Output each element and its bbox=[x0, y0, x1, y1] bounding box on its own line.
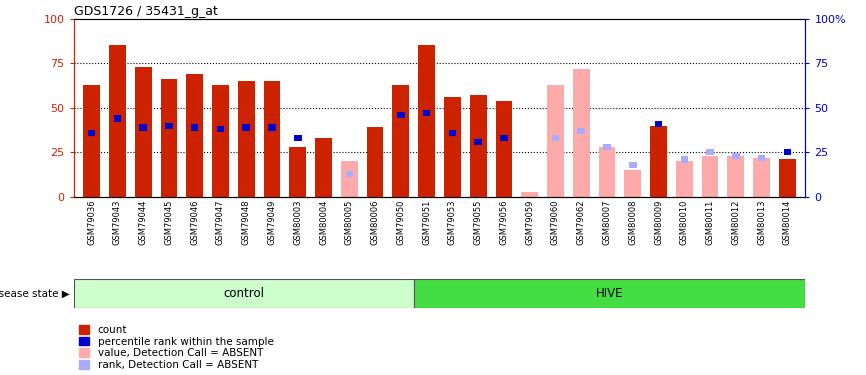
Bar bbox=[501, 135, 507, 141]
Text: GSM80006: GSM80006 bbox=[371, 200, 379, 245]
Text: GSM79062: GSM79062 bbox=[577, 200, 585, 245]
Bar bbox=[681, 156, 688, 163]
Bar bbox=[268, 124, 275, 130]
Bar bbox=[444, 97, 461, 197]
Bar bbox=[732, 153, 740, 159]
Text: GSM79047: GSM79047 bbox=[216, 200, 225, 245]
Bar bbox=[655, 121, 662, 127]
Bar bbox=[139, 124, 147, 130]
Text: GSM80009: GSM80009 bbox=[654, 200, 663, 245]
Text: GSM80014: GSM80014 bbox=[783, 200, 792, 245]
Text: GSM79056: GSM79056 bbox=[500, 200, 508, 245]
Bar bbox=[784, 149, 792, 156]
Bar bbox=[650, 126, 667, 197]
Bar bbox=[87, 130, 95, 136]
Bar bbox=[727, 156, 744, 197]
Bar bbox=[758, 154, 766, 161]
Bar bbox=[238, 81, 255, 197]
Bar bbox=[366, 128, 384, 197]
Bar bbox=[289, 147, 307, 197]
Bar bbox=[552, 135, 559, 141]
Bar bbox=[629, 162, 637, 168]
Bar bbox=[242, 124, 250, 130]
Bar bbox=[701, 156, 719, 197]
Bar bbox=[113, 116, 121, 122]
Bar bbox=[475, 138, 481, 145]
Bar bbox=[341, 161, 358, 197]
Text: GSM79045: GSM79045 bbox=[165, 200, 173, 245]
Text: GSM79044: GSM79044 bbox=[139, 200, 148, 245]
Text: GSM80005: GSM80005 bbox=[345, 200, 354, 245]
Bar bbox=[392, 85, 410, 197]
Text: GSM79055: GSM79055 bbox=[474, 200, 482, 245]
Bar bbox=[414, 279, 805, 308]
Bar bbox=[186, 74, 204, 197]
Bar bbox=[74, 279, 414, 308]
Bar bbox=[547, 85, 564, 197]
Text: GSM80003: GSM80003 bbox=[294, 200, 302, 245]
Text: GSM80004: GSM80004 bbox=[319, 200, 328, 245]
Text: GSM79043: GSM79043 bbox=[113, 200, 122, 245]
Bar bbox=[423, 110, 430, 116]
Bar bbox=[449, 130, 456, 136]
Bar bbox=[83, 85, 100, 197]
Bar bbox=[469, 95, 487, 197]
Bar bbox=[753, 158, 770, 197]
Bar bbox=[109, 45, 126, 197]
Bar bbox=[418, 45, 435, 197]
Bar bbox=[263, 81, 281, 197]
Text: GSM79053: GSM79053 bbox=[448, 200, 457, 245]
Text: GSM80012: GSM80012 bbox=[731, 200, 740, 245]
Bar bbox=[165, 123, 172, 129]
Bar bbox=[294, 135, 301, 141]
Bar bbox=[779, 159, 796, 197]
Text: GSM79050: GSM79050 bbox=[397, 200, 405, 245]
Text: GSM79048: GSM79048 bbox=[242, 200, 251, 245]
Bar bbox=[212, 85, 229, 197]
Bar bbox=[521, 192, 538, 197]
Bar bbox=[216, 126, 224, 132]
Bar bbox=[624, 170, 641, 197]
Text: GSM80007: GSM80007 bbox=[603, 200, 611, 245]
Text: GSM80008: GSM80008 bbox=[628, 200, 637, 245]
Bar bbox=[315, 138, 332, 197]
Text: HIVE: HIVE bbox=[596, 287, 624, 300]
Text: GSM79051: GSM79051 bbox=[422, 200, 431, 245]
Text: GSM79036: GSM79036 bbox=[87, 200, 96, 245]
Bar bbox=[578, 128, 585, 134]
Text: GDS1726 / 35431_g_at: GDS1726 / 35431_g_at bbox=[74, 4, 217, 18]
Text: GSM80013: GSM80013 bbox=[757, 200, 766, 245]
Text: GSM79059: GSM79059 bbox=[525, 200, 534, 245]
Bar bbox=[160, 80, 178, 197]
Bar bbox=[397, 112, 404, 118]
Text: GSM79046: GSM79046 bbox=[191, 200, 199, 245]
Bar bbox=[598, 147, 616, 197]
Legend: count, percentile rank within the sample, value, Detection Call = ABSENT, rank, : count, percentile rank within the sample… bbox=[79, 325, 274, 370]
Text: control: control bbox=[223, 287, 264, 300]
Text: GSM79060: GSM79060 bbox=[551, 200, 560, 245]
Bar bbox=[495, 101, 513, 197]
Bar bbox=[675, 161, 693, 197]
Bar bbox=[191, 124, 198, 130]
Text: GSM80011: GSM80011 bbox=[706, 200, 714, 245]
Bar bbox=[135, 67, 152, 197]
Text: GSM79049: GSM79049 bbox=[268, 200, 276, 245]
Bar bbox=[572, 69, 590, 197]
Text: GSM80010: GSM80010 bbox=[680, 200, 688, 245]
Text: disease state ▶: disease state ▶ bbox=[0, 288, 69, 298]
Bar bbox=[707, 149, 714, 156]
Bar bbox=[346, 171, 353, 177]
Bar bbox=[604, 144, 611, 150]
